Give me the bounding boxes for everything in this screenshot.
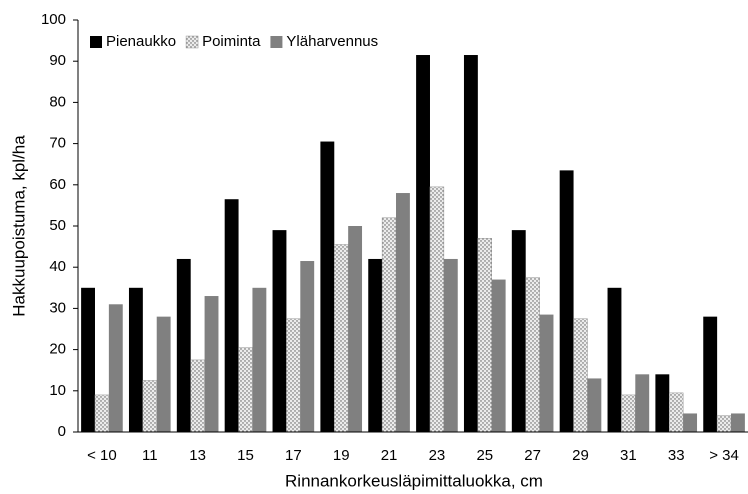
bar bbox=[176, 258, 191, 432]
bar bbox=[731, 413, 745, 432]
bar bbox=[396, 193, 410, 432]
legend-swatch bbox=[185, 35, 199, 49]
bar bbox=[463, 55, 478, 433]
y-tick-label: 70 bbox=[49, 135, 66, 152]
bar bbox=[94, 394, 110, 433]
y-axis-label: Hakkuupoistuma, kpl/ha bbox=[9, 135, 28, 317]
y-tick-label: 10 bbox=[49, 382, 66, 399]
x-tick-label: 23 bbox=[429, 447, 446, 464]
bar bbox=[587, 378, 602, 432]
x-tick-label: 17 bbox=[285, 447, 302, 464]
y-tick-label: 0 bbox=[58, 423, 66, 440]
bar bbox=[683, 413, 698, 432]
bar bbox=[621, 394, 636, 433]
bar bbox=[491, 279, 506, 432]
bar bbox=[429, 186, 445, 433]
bar bbox=[190, 359, 205, 433]
bar bbox=[320, 141, 335, 433]
x-tick-label: 15 bbox=[237, 447, 254, 464]
legend-swatch bbox=[270, 36, 283, 48]
x-tick-label: 27 bbox=[524, 447, 541, 464]
bar bbox=[142, 380, 157, 433]
x-tick-label: 21 bbox=[381, 447, 398, 464]
x-tick-label: 19 bbox=[333, 447, 350, 464]
y-tick-label: 100 bbox=[41, 11, 66, 28]
y-tick-label: 30 bbox=[49, 299, 66, 316]
bar bbox=[204, 296, 219, 432]
y-tick-label: 80 bbox=[49, 93, 66, 110]
bar bbox=[539, 314, 554, 432]
y-tick-label: 20 bbox=[49, 341, 66, 358]
legend-label: Poiminta bbox=[202, 33, 261, 50]
bar bbox=[573, 318, 588, 433]
y-tick-label: 50 bbox=[49, 217, 66, 234]
bar bbox=[477, 238, 492, 433]
x-tick-label: 31 bbox=[620, 447, 637, 464]
bar bbox=[559, 170, 574, 432]
x-tick-label: 25 bbox=[476, 447, 493, 464]
bar bbox=[525, 277, 540, 433]
bar bbox=[511, 230, 526, 432]
x-axis-label: Rinnankorkeusläpimittaluokka, cm bbox=[285, 471, 543, 490]
y-tick-label: 90 bbox=[49, 52, 66, 69]
x-tick-label: 33 bbox=[668, 447, 685, 464]
bar bbox=[716, 415, 732, 433]
legend-label: Pienaukko bbox=[106, 33, 176, 50]
bar bbox=[607, 287, 622, 432]
legend-swatch bbox=[90, 36, 102, 48]
x-tick-label: 13 bbox=[189, 447, 206, 464]
x-tick-label: < 10 bbox=[87, 447, 117, 464]
bar bbox=[156, 316, 171, 432]
bar bbox=[81, 287, 95, 432]
bar bbox=[635, 374, 650, 432]
y-tick-label: 60 bbox=[49, 176, 66, 193]
bar bbox=[334, 244, 349, 433]
bar bbox=[252, 287, 267, 432]
x-tick-label: 29 bbox=[572, 447, 589, 464]
x-tick-label: > 34 bbox=[709, 447, 739, 464]
x-tick-label: 11 bbox=[142, 447, 158, 464]
bar bbox=[286, 318, 301, 433]
bar bbox=[381, 217, 397, 433]
bar bbox=[348, 226, 363, 432]
bar bbox=[368, 258, 383, 432]
bar bbox=[238, 347, 253, 433]
bar bbox=[669, 392, 684, 433]
bar bbox=[128, 287, 143, 432]
y-tick-label: 40 bbox=[49, 258, 66, 275]
bar bbox=[443, 258, 458, 432]
legend-label: Yläharvennus bbox=[286, 33, 378, 50]
bar bbox=[300, 261, 315, 432]
bar bbox=[272, 230, 287, 432]
bar bbox=[703, 316, 718, 432]
bar bbox=[108, 304, 123, 432]
bar bbox=[224, 199, 239, 432]
bar bbox=[655, 374, 670, 432]
bar bbox=[416, 55, 430, 433]
